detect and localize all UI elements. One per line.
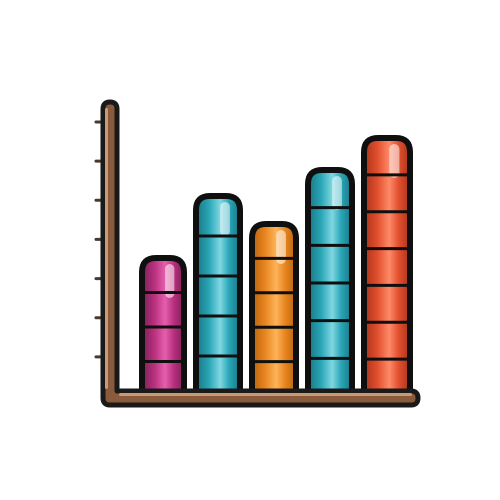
bar-1 bbox=[142, 258, 184, 396]
bar-4 bbox=[308, 170, 352, 396]
bar-chart-icon bbox=[0, 0, 500, 500]
chart-svg bbox=[0, 0, 500, 500]
bar-2 bbox=[196, 196, 240, 396]
bar-3 bbox=[252, 224, 296, 396]
bar-5 bbox=[364, 138, 410, 396]
